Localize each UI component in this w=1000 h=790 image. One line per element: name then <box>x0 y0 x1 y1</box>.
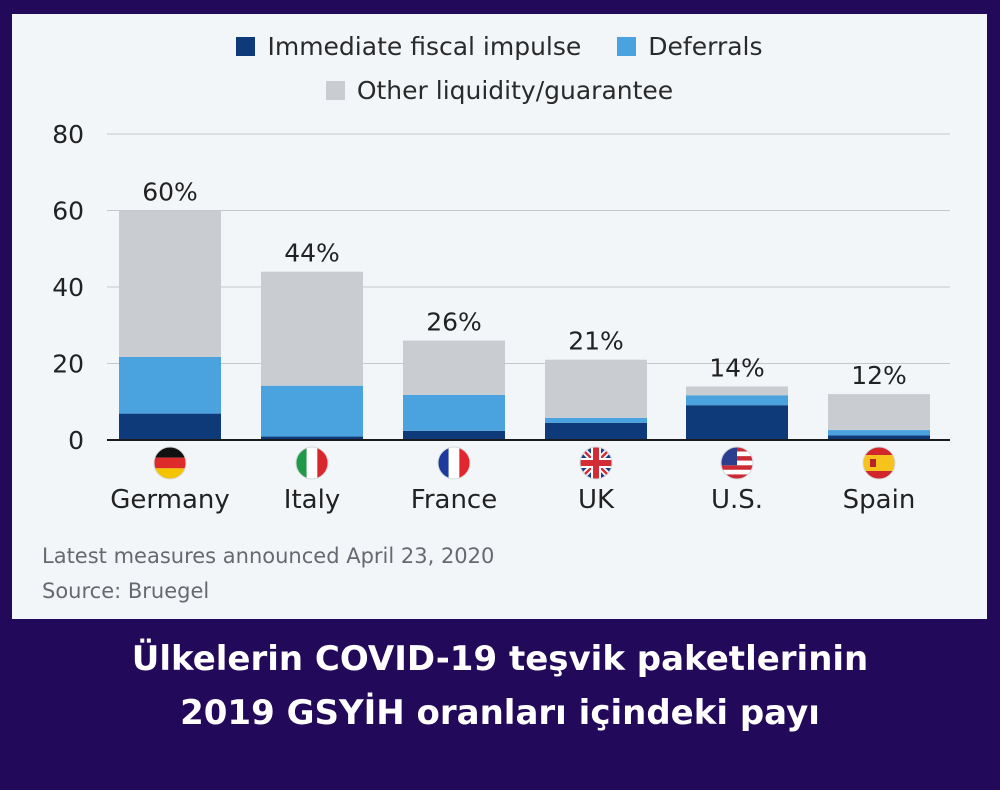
x-tick-label: U.S. <box>711 485 763 515</box>
data-label: 60% <box>142 178 198 207</box>
germany-flag-icon <box>153 446 187 480</box>
bar-segment <box>119 210 221 357</box>
legend-row-2: Other liquidity/guarantee <box>12 76 987 105</box>
bar-segment <box>119 356 221 414</box>
bar-segment <box>686 386 788 396</box>
data-label: 21% <box>568 327 624 356</box>
bar-segment <box>403 430 505 440</box>
data-label: 26% <box>426 308 482 337</box>
y-tick-label: 60 <box>52 197 84 226</box>
bar-segment <box>828 435 930 440</box>
legend-swatch-immediate <box>236 37 256 56</box>
data-label: 44% <box>284 239 340 268</box>
legend-item-immediate: Immediate fiscal impulse <box>236 32 581 61</box>
bar-segment <box>261 271 363 386</box>
footnote-source: Source: Bruegel <box>42 579 210 603</box>
data-label: 12% <box>851 361 907 390</box>
y-tick-label: 40 <box>52 273 84 302</box>
x-tick-label: Germany <box>110 485 230 515</box>
chart-card: Immediate fiscal impulse Deferrals Other… <box>12 14 987 619</box>
bar-segment <box>403 340 505 395</box>
bar-segment <box>261 436 363 440</box>
bar-segment <box>545 422 647 440</box>
legend-label-immediate: Immediate fiscal impulse <box>267 32 582 61</box>
uk-flag-icon <box>579 446 613 480</box>
y-tick-label: 0 <box>68 426 84 455</box>
legend-item-deferrals: Deferrals <box>617 32 763 61</box>
bar-segment <box>828 430 930 436</box>
y-tick-label: 80 <box>52 120 84 149</box>
x-tick-label: Italy <box>284 485 340 515</box>
x-tick-label: UK <box>578 485 615 515</box>
bar-segment <box>119 413 221 440</box>
bar-segment <box>545 417 647 423</box>
france-flag-icon <box>437 446 471 480</box>
bar-segment <box>261 385 363 437</box>
us-flag-icon <box>720 446 754 480</box>
bar-chart: 0 20 40 60 80 60% Germany 44% Italy 26% France 21% U… <box>52 120 950 515</box>
y-tick-label: 20 <box>52 350 84 379</box>
legend-row-1: Immediate fiscal impulse Deferrals <box>12 32 987 61</box>
caption: Ülkelerin COVID-19 teşvik paketlerinin 2… <box>0 632 1000 740</box>
spain-flag-icon <box>862 446 896 480</box>
italy-flag-icon <box>295 446 329 480</box>
x-tick-label: Spain <box>843 485 916 515</box>
data-label: 14% <box>709 353 765 382</box>
bar-segment <box>403 394 505 431</box>
bar-segment <box>828 394 930 431</box>
caption-line-1: Ülkelerin COVID-19 teşvik paketlerinin <box>131 639 869 679</box>
bar-segment <box>686 395 788 406</box>
legend-swatch-other <box>325 81 345 100</box>
footnote-note: Latest measures announced April 23, 2020 <box>42 544 495 568</box>
x-tick-label: France <box>411 485 497 515</box>
legend-label-other: Other liquidity/guarantee <box>356 76 674 105</box>
bar-segment <box>545 359 647 418</box>
legend-item-other: Other liquidity/guarantee <box>325 76 674 105</box>
bar-segment <box>686 405 788 440</box>
legend-swatch-deferrals <box>617 37 637 56</box>
caption-line-2: 2019 GSYİH oranları içindeki payı <box>180 693 820 733</box>
legend-label-deferrals: Deferrals <box>648 32 763 61</box>
